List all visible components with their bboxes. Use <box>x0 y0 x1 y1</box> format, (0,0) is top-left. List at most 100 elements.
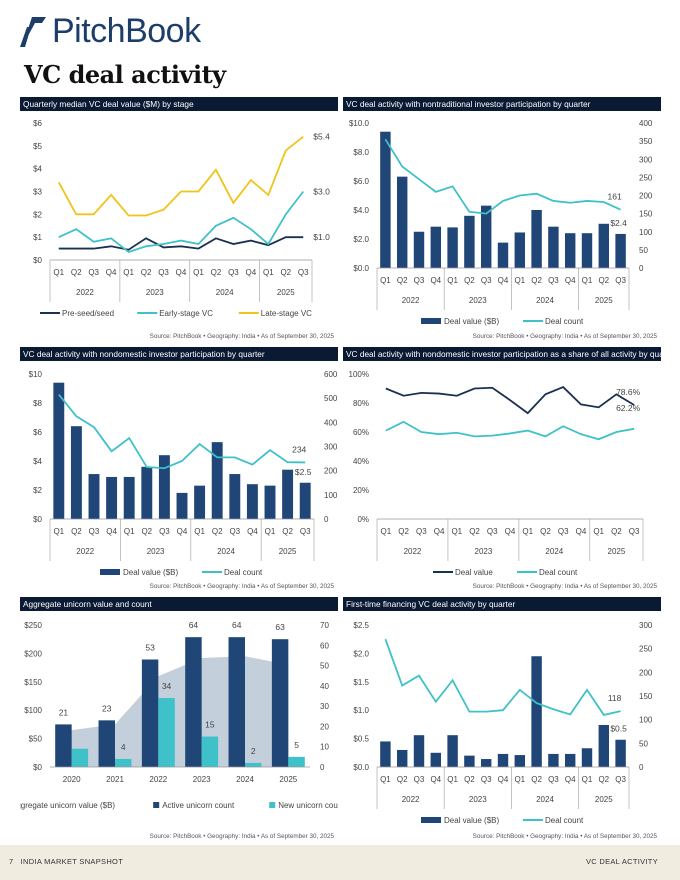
bar <box>380 131 391 268</box>
y-tick-label: 60% <box>353 428 369 437</box>
y2-tick-label: 150 <box>639 210 653 219</box>
bar-data-label: 15 <box>205 720 215 730</box>
bar <box>98 720 115 767</box>
line-series <box>384 638 621 716</box>
y-tick-label: 80% <box>353 399 369 408</box>
y-tick-label: $8.0 <box>353 148 369 157</box>
logo-text: PitchBook <box>52 12 201 50</box>
source-note: Source: PitchBook • Geography: India • A… <box>149 333 334 340</box>
legend-label: Deal count <box>545 816 584 825</box>
year-group-label: 2023 <box>469 296 487 305</box>
x-tick-label: Q2 <box>211 268 222 277</box>
y2-tick-label: 20 <box>320 722 329 731</box>
x-tick-label: Q4 <box>430 775 441 784</box>
x-tick-label: Q1 <box>380 276 391 285</box>
source-note: Source: PitchBook • Geography: India • A… <box>472 833 657 840</box>
page-number: 7 <box>9 857 14 866</box>
bar-data-label: 63 <box>275 622 285 632</box>
x-tick-label: Q3 <box>88 268 99 277</box>
x-tick-label: Q1 <box>265 527 276 536</box>
y2-tick-label: 40 <box>320 682 329 691</box>
x-tick-label: Q4 <box>176 268 187 277</box>
x-tick-label: Q2 <box>280 268 291 277</box>
y2-tick-label: 600 <box>324 370 338 379</box>
bar <box>185 637 202 767</box>
y2-tick-label: 50 <box>639 246 648 255</box>
bar <box>194 485 206 519</box>
y-tick-label: $2 <box>33 210 42 219</box>
y2-tick-label: 350 <box>639 137 653 146</box>
line-series <box>58 236 304 251</box>
x-tick-label: Q2 <box>71 527 82 536</box>
x-tick-label: Q2 <box>397 276 408 285</box>
bar <box>615 233 626 268</box>
bar <box>447 735 458 767</box>
bar-data-label: 5 <box>294 740 299 750</box>
y-tick-label: $2 <box>33 486 42 495</box>
bar <box>514 755 526 767</box>
bar <box>447 227 458 268</box>
y-tick-label: $0.0 <box>353 264 369 273</box>
bar <box>55 724 72 767</box>
x-tick-label: Q3 <box>229 527 240 536</box>
end-data-label: 161 <box>608 192 622 202</box>
y2-tick-label: 50 <box>639 739 648 748</box>
bar-data-label: 64 <box>189 620 199 630</box>
y2-tick-label: 100 <box>324 491 338 500</box>
bar <box>464 215 475 268</box>
x-tick-label: Q1 <box>582 775 593 784</box>
y-tick-label: 100% <box>349 370 369 379</box>
x-tick-label: Q2 <box>531 276 542 285</box>
source-note: Source: PitchBook • Geography: India • A… <box>149 583 334 590</box>
bar <box>264 485 276 519</box>
x-tick-label: Q2 <box>598 276 609 285</box>
x-tick-label: Q2 <box>71 268 82 277</box>
x-tick-label: Q3 <box>159 527 170 536</box>
x-tick-label: Q4 <box>576 527 587 536</box>
bar-data-label: 64 <box>232 620 242 630</box>
bar <box>271 639 289 767</box>
legend-label: Deal value ($B) <box>123 568 178 577</box>
legend-label: Deal count <box>224 568 263 577</box>
bar <box>531 656 542 767</box>
x-tick-label: Q2 <box>397 775 408 784</box>
y2-tick-label: 10 <box>320 743 329 752</box>
source-note: Source: PitchBook • Geography: India • A… <box>149 833 334 840</box>
end-data-label: $5.4 <box>313 132 330 142</box>
x-tick-label: Q2 <box>212 527 223 536</box>
chart-nontraditional: $0.0 $2.0 $4.0 $6.0 $8.0 $10.0 0 50 100 150 200 250… <box>349 119 653 326</box>
legend-label: Deal value ($B) <box>444 816 499 825</box>
x-tick-label: Q1 <box>381 527 392 536</box>
legend-label: Pre-seed/seed <box>62 309 114 318</box>
x-tick-label: Q1 <box>447 775 458 784</box>
bar <box>245 762 262 767</box>
bar <box>531 210 542 268</box>
x-tick-label: Q1 <box>124 527 135 536</box>
x-tick-label: Q2 <box>464 775 475 784</box>
y-tick-label: $1.5 <box>353 678 369 687</box>
footer-left: 7 INDIA MARKET SNAPSHOT <box>9 857 123 866</box>
legend-label: Active unicorn count <box>162 801 235 810</box>
y2-tick-label: 0 <box>320 763 325 772</box>
bar <box>396 176 408 268</box>
x-tick-label: 2022 <box>149 775 167 784</box>
y-tick-label: $2.0 <box>353 649 369 658</box>
chart-title: Aggregate unicorn value and count <box>20 597 338 611</box>
x-tick-label: Q1 <box>451 527 462 536</box>
bar <box>176 492 188 519</box>
year-group-label: 2024 <box>545 547 563 556</box>
y-tick-label: $200 <box>24 649 42 658</box>
x-tick-label: Q3 <box>481 775 492 784</box>
chart-nondomestic-share: 0% 20% 40% 60% 80% 100% 78.6% 62.2% Q1 Q2 Q3 Q4 Q1 Q2… <box>349 370 644 577</box>
y-tick-label: $4.0 <box>353 206 369 215</box>
bar <box>480 759 492 767</box>
end-data-label: $2.5 <box>295 467 312 477</box>
x-tick-label: 2024 <box>236 775 254 784</box>
legend-label: Aggregate unicorn value ($B) <box>20 801 115 810</box>
x-tick-label: Q3 <box>487 527 498 536</box>
pitchbook-logo-icon <box>20 16 46 47</box>
end-data-label: 62.2% <box>616 403 641 413</box>
y-tick-label: $6.0 <box>353 177 369 186</box>
y2-tick-label: 300 <box>324 443 338 452</box>
report-name: INDIA MARKET SNAPSHOT <box>20 857 124 866</box>
